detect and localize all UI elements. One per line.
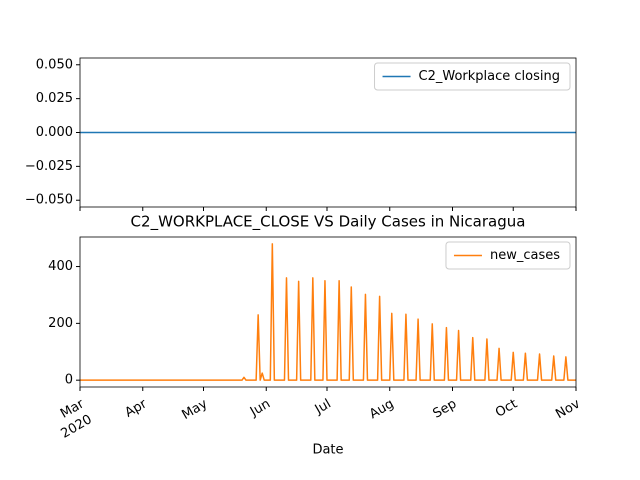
x-tick-label: Apr [123,396,151,421]
legend-label: new_cases [490,248,560,263]
axes-frame [79,57,577,208]
legend-box [374,62,571,91]
y-tick-label: 0.050 [36,57,73,72]
x-tick-label: Jul [312,397,334,418]
y-tick-label: 0.025 [36,91,73,106]
x-tick-label: Jun [247,397,273,421]
x-tick-label: Aug [367,397,396,423]
y-tick-label: −0.050 [25,193,73,208]
x-tick-label: Nov [553,396,583,422]
chart-title: C2_WORKPLACE_CLOSE VS Daily Cases in Nic… [131,213,526,232]
x-tick-label: Oct [493,397,520,421]
y-tick-label: 400 [48,259,73,274]
x-axis-label: Date [312,443,343,458]
axes-frame [79,236,577,388]
data-line [80,243,576,381]
legend-label: C2_Workplace closing [419,69,560,84]
x-tick-label: May [179,396,210,423]
y-tick-label: 200 [48,316,73,331]
legend-box [445,241,571,270]
x-tick-label: Sep [431,397,460,422]
y-tick-label: 0.000 [36,125,73,140]
y-tick-label: 0 [65,373,73,388]
y-tick-label: −0.025 [25,159,73,174]
